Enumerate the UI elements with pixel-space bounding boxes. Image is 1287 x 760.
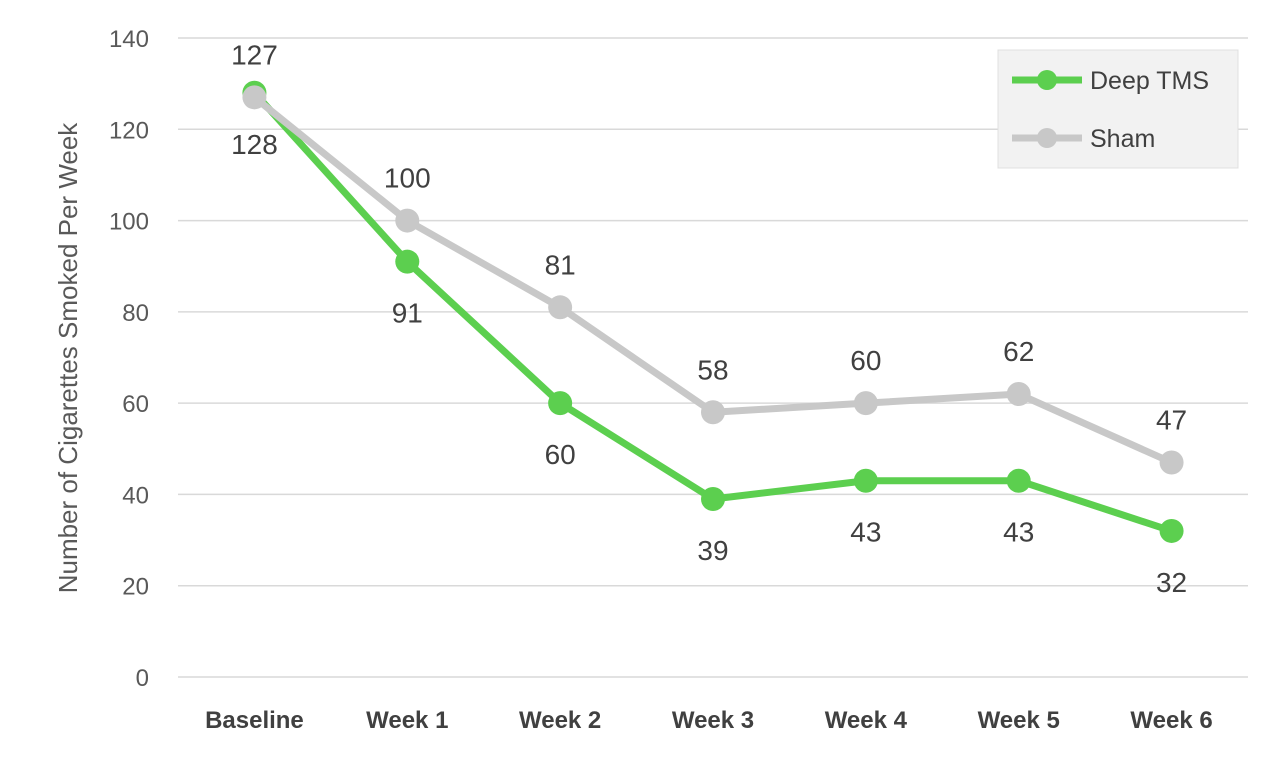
legend-label: Sham [1090, 125, 1155, 153]
data-point [395, 208, 420, 233]
data-label: 60 [545, 439, 576, 470]
data-label: 100 [384, 163, 431, 194]
data-point [548, 391, 573, 416]
legend: Deep TMS Sham [997, 49, 1239, 169]
data-point [242, 85, 267, 110]
x-category-label: Week 1 [366, 707, 448, 734]
y-axis-ticks: 0 20 40 60 80 100 120 140 [109, 26, 149, 692]
series-sham: 127 100 81 58 60 62 47 [231, 39, 1187, 475]
x-category-label: Week 3 [672, 707, 754, 734]
x-category-label: Week 2 [519, 707, 601, 734]
y-tick-label: 80 [122, 300, 149, 327]
data-label: 47 [1156, 404, 1187, 435]
x-category-label: Week 4 [825, 707, 908, 734]
x-axis-categories: Baseline Week 1 Week 2 Week 3 Week 4 Week 5 We… [205, 707, 1213, 734]
data-point [701, 400, 725, 425]
y-tick-label: 100 [109, 209, 149, 236]
y-tick-label: 140 [109, 26, 149, 53]
legend-swatch-marker [1037, 70, 1057, 90]
y-tick-label: 120 [109, 117, 149, 144]
data-point [853, 391, 878, 416]
legend-box [997, 49, 1239, 169]
data-label: 81 [545, 249, 576, 280]
data-point [1006, 382, 1031, 407]
data-label: 39 [697, 535, 728, 566]
data-label: 43 [1003, 517, 1034, 548]
data-label: 43 [850, 517, 881, 548]
series-deep-tms: 128 91 60 39 43 43 32 [231, 80, 1187, 598]
data-label: 58 [697, 354, 728, 385]
data-label: 60 [850, 345, 881, 376]
data-label: 128 [231, 129, 278, 160]
data-point [395, 249, 420, 274]
data-point [1159, 518, 1184, 543]
y-tick-label: 0 [136, 665, 149, 692]
series-group: 128 91 60 39 43 43 32 127 100 81 58 60 62 47 [231, 39, 1187, 598]
legend-item: Sham [1012, 125, 1155, 153]
data-label: 127 [231, 39, 278, 70]
y-tick-label: 60 [122, 391, 149, 418]
y-tick-label: 40 [122, 482, 149, 509]
data-point [548, 295, 573, 320]
x-category-label: Baseline [205, 707, 304, 734]
legend-swatch-marker [1037, 128, 1057, 148]
data-point [853, 468, 878, 493]
legend-label: Deep TMS [1090, 67, 1209, 95]
y-axis-label: Number of Cigarettes Smoked Per Week [53, 122, 83, 594]
x-category-label: Week 5 [978, 707, 1060, 734]
data-point [1159, 450, 1184, 475]
data-label: 91 [392, 298, 423, 329]
legend-item: Deep TMS [1012, 67, 1209, 95]
y-tick-label: 20 [122, 574, 149, 601]
data-label: 62 [1003, 336, 1034, 367]
data-point [701, 486, 725, 511]
data-point [1006, 468, 1031, 493]
data-label: 32 [1156, 567, 1187, 598]
x-category-label: Week 6 [1130, 707, 1212, 734]
